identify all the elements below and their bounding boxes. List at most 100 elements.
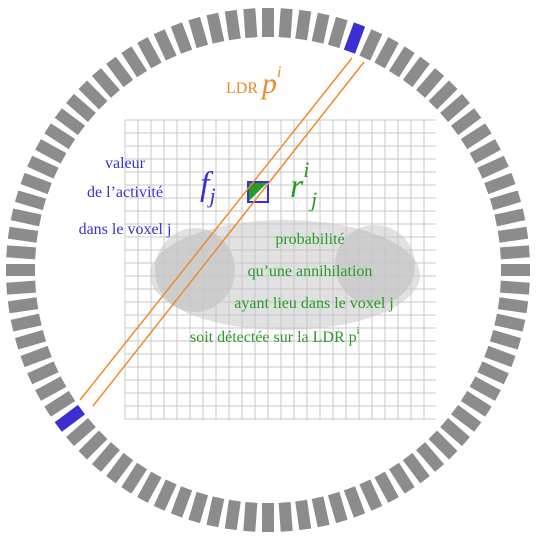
detector [484, 345, 516, 368]
detector [170, 22, 193, 54]
detector [243, 8, 258, 39]
detector [428, 430, 458, 460]
ldr-symbol: p [260, 67, 277, 100]
detector [460, 123, 492, 150]
detector [489, 190, 522, 211]
detector [501, 264, 530, 276]
detector [224, 9, 241, 41]
detector [20, 172, 52, 195]
detector [14, 329, 47, 350]
detector [477, 361, 509, 385]
r-symbol: rij [290, 157, 317, 212]
detector [20, 345, 52, 368]
detector [428, 80, 458, 110]
detector [44, 123, 76, 150]
detector [44, 390, 76, 417]
detector [78, 80, 108, 110]
detector [469, 376, 501, 401]
detector [499, 245, 530, 260]
probability-line: ayant lieu dans le voxel j [234, 295, 394, 312]
activity-line: dans le voxel j [79, 221, 172, 238]
detector [106, 452, 134, 484]
detector [327, 16, 348, 49]
detector-ring [6, 8, 530, 532]
detector [374, 471, 399, 503]
detector [278, 8, 293, 39]
detector [484, 172, 516, 195]
detector [153, 29, 177, 61]
detector [121, 462, 148, 494]
probability-line: soit détectée sur la LDR pi [190, 326, 360, 346]
detector [295, 499, 312, 531]
detector [494, 313, 526, 332]
detector [499, 280, 530, 295]
detector [450, 404, 482, 432]
detector [388, 46, 415, 78]
detector [6, 264, 35, 276]
r-subscript: j [308, 187, 317, 212]
detector [6, 245, 37, 260]
detector [416, 68, 445, 98]
detector [91, 442, 120, 472]
detector [66, 93, 96, 122]
detector [153, 479, 177, 511]
voxel-fill [248, 182, 268, 202]
probability-line: probabilité [275, 231, 344, 248]
lor-line [92, 61, 365, 407]
detector [206, 496, 225, 528]
detector [66, 418, 96, 447]
detector [327, 491, 348, 524]
detector [206, 12, 225, 44]
detector [6, 280, 37, 295]
f-subscript: j [206, 183, 215, 208]
detector [91, 68, 120, 98]
voxel-j [247, 181, 269, 203]
detector [359, 479, 383, 511]
ldr-superscript: i [277, 64, 281, 81]
detector [402, 56, 430, 88]
detector [402, 452, 430, 484]
ldr-label: LDR pi [226, 64, 281, 100]
detector [78, 430, 108, 460]
r-superscript: i [303, 157, 309, 182]
detector [440, 418, 470, 447]
lor-line [79, 57, 353, 401]
detector [224, 499, 241, 531]
detector [137, 37, 162, 69]
active-detector [343, 22, 366, 54]
detector [10, 208, 42, 227]
detector [278, 501, 293, 532]
detector [469, 139, 501, 164]
active-detector [54, 404, 86, 432]
detector [374, 37, 399, 69]
patient-silhouette [335, 225, 415, 305]
detector [497, 297, 529, 314]
detector [14, 190, 47, 211]
detector [489, 329, 522, 350]
detector [106, 56, 134, 88]
detector [188, 16, 209, 49]
detector [311, 12, 330, 44]
detector [137, 471, 162, 503]
voxel-grid [124, 119, 436, 420]
detector [27, 155, 59, 179]
detector [262, 8, 274, 37]
detector [170, 486, 193, 518]
patient-silhouette [155, 228, 235, 312]
detector [497, 226, 529, 243]
detector [295, 9, 312, 41]
detector [416, 442, 445, 472]
detector [477, 155, 509, 179]
detector [7, 297, 39, 314]
detector [388, 462, 415, 494]
ldr-text: LDR [226, 80, 258, 97]
detector [243, 501, 258, 532]
detector [494, 208, 526, 227]
activity-line: de l’activité [87, 184, 163, 201]
detector [35, 376, 67, 401]
detector [262, 503, 274, 532]
probability-line: qu’une annihilation [248, 263, 373, 280]
detector [450, 108, 482, 136]
detector [359, 29, 383, 61]
detector [343, 486, 366, 518]
